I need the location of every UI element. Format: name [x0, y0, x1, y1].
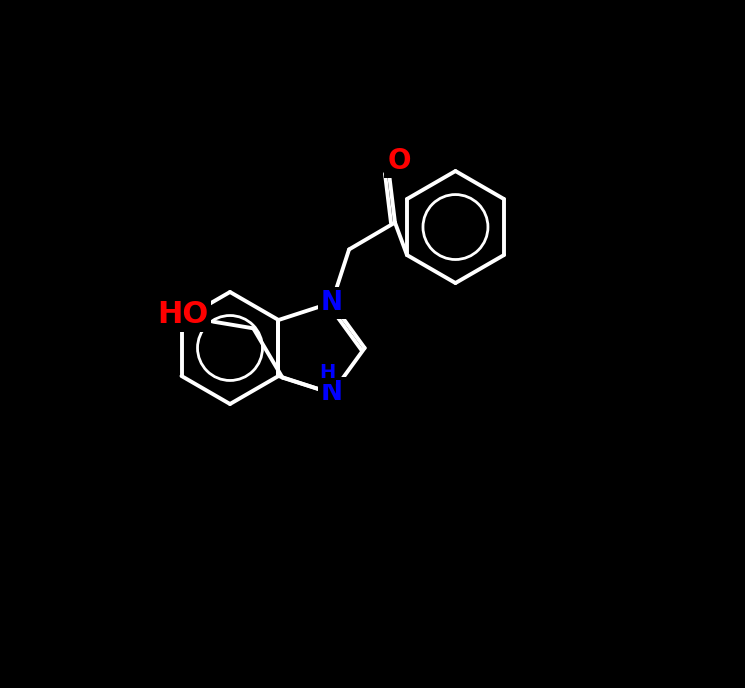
Text: H: H: [319, 363, 335, 383]
Text: N: N: [321, 380, 343, 407]
Text: N: N: [321, 290, 343, 316]
Text: O: O: [387, 147, 410, 175]
Text: HO: HO: [157, 300, 209, 329]
